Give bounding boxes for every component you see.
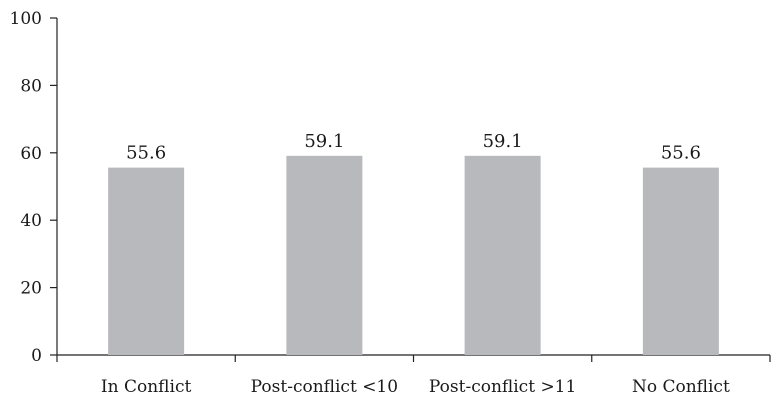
bar bbox=[108, 167, 185, 355]
y-tick-label: 100 bbox=[10, 9, 42, 29]
labels: 0 20 40 60 80 100 55.6 In Conflict 59.1 Post-conf… bbox=[10, 9, 730, 397]
bar-value-label: 55.6 bbox=[126, 143, 166, 164]
bar-value-label: 55.6 bbox=[661, 143, 701, 164]
y-tick-label: 40 bbox=[20, 211, 42, 231]
bars bbox=[108, 155, 719, 355]
x-category-label: Post-conflict <10 bbox=[251, 377, 398, 397]
y-tick-label: 60 bbox=[20, 144, 42, 164]
x-category-label: Post-conflict >11 bbox=[429, 377, 576, 397]
bar bbox=[286, 155, 363, 355]
bar-value-label: 59.1 bbox=[483, 131, 523, 152]
bar bbox=[464, 155, 541, 355]
y-tick-label: 20 bbox=[20, 279, 42, 299]
x-category-label: No Conflict bbox=[632, 377, 730, 397]
x-category-label: In Conflict bbox=[101, 377, 192, 397]
bar-value-label: 59.1 bbox=[304, 131, 344, 152]
bar bbox=[642, 167, 719, 355]
y-tick-label: 80 bbox=[20, 76, 42, 96]
y-tick-label: 0 bbox=[31, 346, 42, 366]
